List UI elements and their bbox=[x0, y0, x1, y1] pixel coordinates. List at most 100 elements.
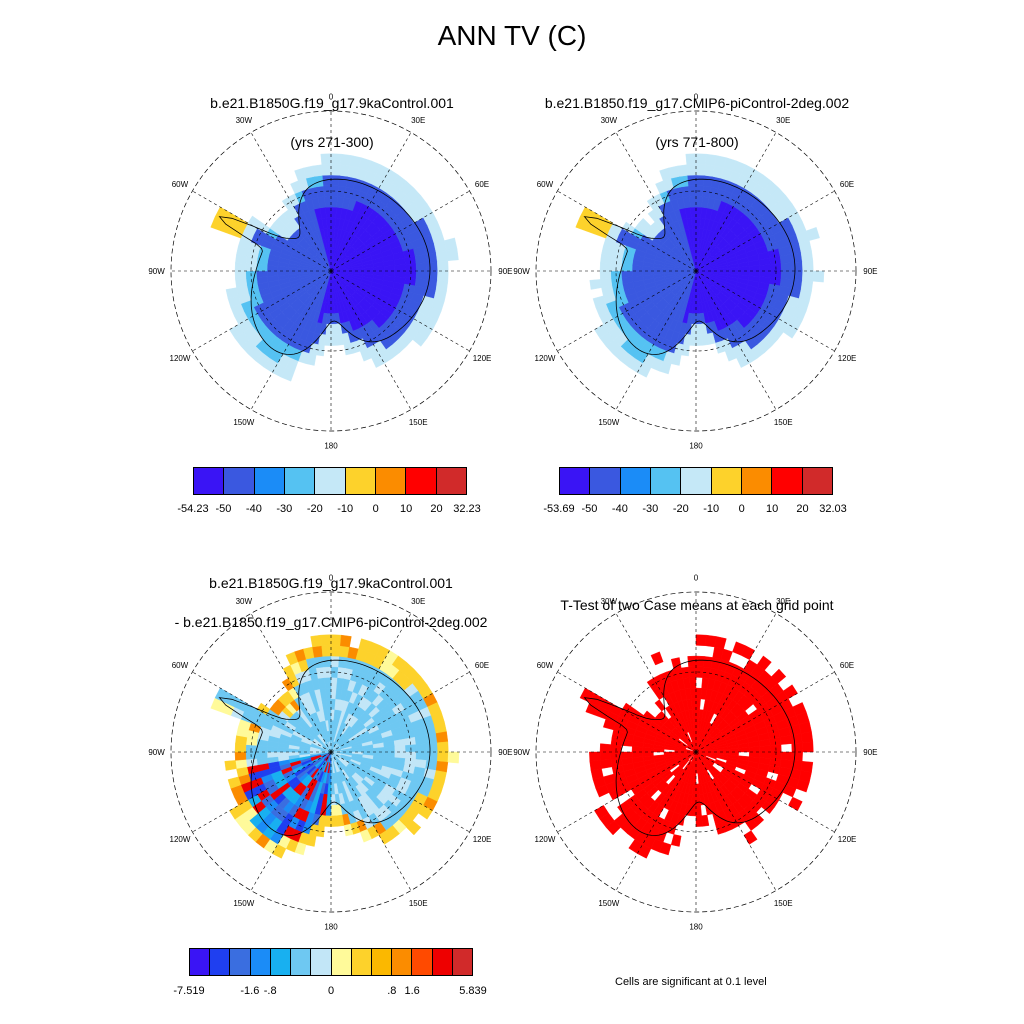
map-ttest-cell bbox=[628, 839, 643, 854]
panel-title-diff: b.e21.B1850G.f19_g17.9kaControl.001 - b.… bbox=[141, 551, 521, 642]
colorbar-case2-box bbox=[802, 468, 832, 494]
colorbar-diff-box bbox=[230, 949, 251, 975]
map-case1-cell bbox=[412, 331, 428, 347]
colorbar-case2-label: -40 bbox=[611, 503, 628, 515]
map-ttest-lon-label: 120E bbox=[838, 835, 857, 844]
map-diff-cell bbox=[406, 820, 422, 836]
map-case2-cell bbox=[791, 270, 803, 281]
map-ttest: 0 30E 60E 90E 120E 150E 180 150W 120W 90W 60W 30W bbox=[513, 574, 877, 932]
map-diff-cell bbox=[373, 747, 385, 753]
map-diff-meridian bbox=[192, 671, 332, 753]
map-case2-lon-label: 60W bbox=[537, 180, 554, 189]
map-ttest-lon-label: 30E bbox=[776, 597, 790, 606]
map-diff-cell bbox=[224, 760, 237, 771]
map-case1-cell bbox=[425, 252, 438, 263]
colorbar-diff-label: -1.6 bbox=[240, 985, 260, 997]
map-case2-cell bbox=[780, 270, 793, 280]
map-diff-lon-label: 180 bbox=[324, 922, 338, 931]
map-ttest-cell bbox=[594, 805, 609, 820]
colorbar-diff-box bbox=[190, 949, 211, 975]
map-case2-cell bbox=[802, 260, 814, 272]
colorbar-case2-box bbox=[620, 468, 651, 494]
map-case1-cell bbox=[330, 153, 342, 165]
map-diff-lon-label: 30W bbox=[236, 597, 253, 606]
colorbar-case1-box bbox=[284, 468, 316, 494]
map-case2-meridian bbox=[615, 270, 697, 410]
map-ttest-cell bbox=[783, 684, 798, 699]
map-diff-meridian bbox=[330, 751, 412, 891]
map-case1-cell bbox=[256, 270, 268, 278]
map-diff-meridian bbox=[250, 751, 332, 891]
map-diff-lon-label: 90W bbox=[148, 748, 165, 757]
colorbar-case2-labels: -53.69 -50 -40 -30 -20 -10 0 10 20 32.03 bbox=[543, 503, 846, 517]
map-ttest-cell bbox=[600, 759, 613, 769]
map-case1-cell bbox=[277, 270, 289, 276]
map-diff-cell bbox=[330, 645, 341, 657]
map-case2-cell bbox=[621, 270, 633, 278]
map-diff-cell bbox=[437, 751, 449, 763]
colorbar-diff-labels: -7.519 -1.6 -.8 0 .8 1.6 5.839 bbox=[173, 985, 486, 999]
colorbar-case2 bbox=[559, 467, 833, 495]
map-ttest-cell bbox=[748, 746, 761, 753]
colorbar-diff-label: 0 bbox=[327, 985, 335, 997]
map-diff-cell bbox=[229, 805, 244, 820]
map-ttest-meridian bbox=[557, 751, 697, 833]
map-diff-cell bbox=[330, 804, 337, 817]
map-case2-lon-label: 90W bbox=[513, 267, 530, 276]
map-case2-cell bbox=[695, 153, 707, 165]
map-diff-cell bbox=[234, 751, 247, 761]
map-case2-cell bbox=[791, 261, 803, 272]
map-case1-cell bbox=[437, 260, 449, 272]
map-case2-cell bbox=[695, 164, 706, 176]
colorbar-case2-label: -50 bbox=[581, 503, 598, 515]
map-ttest-cell bbox=[795, 779, 810, 793]
map-ttest-cell bbox=[621, 751, 633, 759]
map-diff-cell bbox=[266, 751, 279, 758]
colorbar-case2-box bbox=[711, 468, 742, 494]
map-ttest-cell bbox=[589, 751, 601, 762]
map-ttest-lon-label: 60E bbox=[840, 661, 854, 670]
map-case1-lon-label: 150W bbox=[233, 418, 254, 427]
figure-title: ANN TV (C) bbox=[437, 20, 587, 51]
map-case2-cell bbox=[738, 266, 750, 272]
map-case1-boundary bbox=[170, 110, 492, 432]
map-case1-meridian bbox=[250, 270, 332, 410]
panel-title-case2-line2: (yrs 771-800) bbox=[655, 134, 739, 150]
map-case2-lon-label: 150E bbox=[774, 418, 793, 427]
map-ttest-field bbox=[579, 634, 814, 859]
map-case2-cell bbox=[724, 348, 737, 362]
map-case1-cell bbox=[444, 237, 458, 251]
map-ttest-cell bbox=[589, 760, 602, 771]
map-case2-cell bbox=[812, 270, 825, 283]
map-case2-cell bbox=[695, 174, 705, 187]
map-case1-lon-label: 90E bbox=[498, 267, 512, 276]
colorbar-case1-box bbox=[406, 468, 437, 494]
colorbar-case2-label: -53.69 bbox=[543, 503, 575, 515]
map-case1-cell bbox=[234, 270, 247, 280]
map-ttest-lon-label: 60W bbox=[537, 661, 554, 670]
map-case1-lon-label: 120E bbox=[473, 354, 492, 363]
panel-title-case1-line2: (yrs 271-300) bbox=[290, 134, 374, 150]
colorbar-case2-box bbox=[650, 468, 682, 494]
map-ttest-cell bbox=[802, 741, 814, 753]
map-ttest-meridian bbox=[695, 671, 835, 753]
map-diff-cell bbox=[321, 645, 332, 657]
map-diff-cell bbox=[359, 829, 372, 843]
map-ttest-cell bbox=[771, 668, 787, 684]
map-diff-cell bbox=[418, 805, 433, 820]
map-ttest-cell bbox=[695, 815, 703, 827]
map-ttest-cell bbox=[643, 710, 656, 722]
map-ttest-cell bbox=[695, 698, 701, 710]
colorbar-case2-box bbox=[681, 468, 712, 494]
colorbar-diff-box bbox=[351, 949, 372, 975]
panel-title-case1: b.e21.B1850G.f19_g17.9kaControl.001 (yrs… bbox=[167, 71, 497, 162]
map-case2-cell bbox=[677, 164, 688, 177]
map-ttest-cell bbox=[695, 804, 702, 817]
map-case1-meridian bbox=[330, 190, 470, 272]
colorbar-case2-label: 20 bbox=[796, 503, 809, 515]
map-diff-field bbox=[210, 634, 460, 859]
map-case2-cell bbox=[599, 262, 612, 272]
map-case2-field bbox=[575, 153, 825, 378]
map-case2-lon-label: 180 bbox=[689, 441, 703, 450]
